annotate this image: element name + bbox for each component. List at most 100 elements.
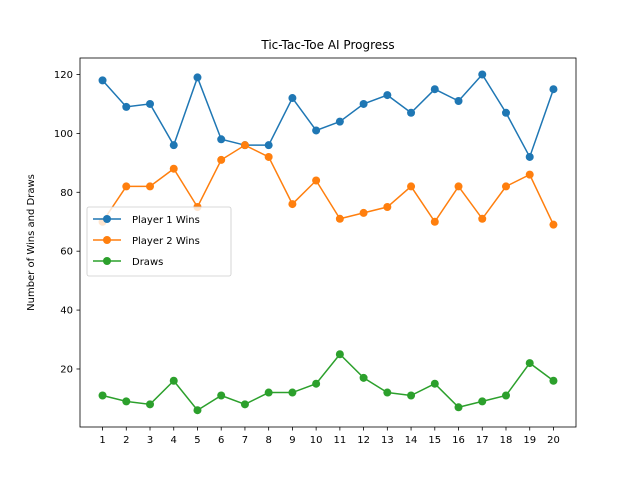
data-point [430, 379, 439, 388]
data-point [525, 359, 534, 368]
data-point [383, 91, 392, 100]
x-tick-label: 2 [123, 435, 129, 446]
y-tick-label: 20 [60, 364, 73, 375]
series-draws [98, 350, 558, 415]
x-tick-label: 9 [289, 435, 295, 446]
data-point [501, 182, 510, 191]
plot-frame [79, 57, 577, 428]
x-tick-label: 20 [547, 435, 560, 446]
x-tick-label: 19 [523, 435, 536, 446]
y-axis-ticks: 20 40 60 80 100 120 [54, 70, 80, 375]
data-point [122, 397, 131, 406]
x-tick-label: 11 [333, 435, 346, 446]
data-point [217, 391, 226, 400]
data-point [454, 403, 463, 412]
data-point [335, 350, 344, 359]
x-tick-label: 17 [476, 435, 489, 446]
x-tick-label: 4 [171, 435, 177, 446]
x-tick-label: 7 [242, 435, 248, 446]
data-point [335, 117, 344, 126]
data-point [146, 182, 155, 191]
data-point [430, 217, 439, 226]
data-point [193, 73, 202, 82]
data-point [169, 164, 178, 173]
x-tick-label: 18 [500, 435, 513, 446]
data-point [240, 400, 249, 409]
data-point [501, 391, 510, 400]
data-point [549, 85, 558, 94]
x-tick-label: 5 [194, 435, 200, 446]
data-point [98, 391, 107, 400]
legend-frame [86, 206, 232, 277]
data-point [98, 76, 107, 85]
data-point [217, 135, 226, 144]
data-point [478, 70, 487, 79]
data-point [407, 391, 416, 400]
data-point [122, 182, 131, 191]
data-point [312, 379, 321, 388]
data-point [264, 141, 273, 150]
data-point [193, 406, 202, 415]
data-point [240, 141, 249, 150]
x-tick-label: 16 [452, 435, 465, 446]
series-player-1-wins [98, 70, 558, 161]
series-line [102, 353, 554, 412]
data-point [430, 85, 439, 94]
data-point [169, 141, 178, 150]
series-line [101, 73, 555, 159]
data-point [501, 108, 510, 117]
data-point [122, 102, 131, 111]
data-point [454, 182, 463, 191]
data-point [359, 373, 368, 382]
data-point [454, 96, 463, 105]
data-point [407, 182, 416, 191]
data-point [478, 397, 487, 406]
data-point [264, 152, 273, 161]
data-point [407, 108, 416, 117]
series-line [101, 144, 555, 226]
data-point [146, 99, 155, 108]
x-tick-label: 13 [381, 435, 394, 446]
x-tick-label: 8 [265, 435, 271, 446]
data-point [359, 208, 368, 217]
y-tick-label: 60 [60, 247, 73, 258]
data-point [288, 200, 297, 209]
x-tick-label: 10 [310, 435, 323, 446]
x-tick-label: 6 [218, 435, 224, 446]
data-point [478, 214, 487, 223]
y-tick-label: 40 [60, 306, 73, 317]
legend-marker [103, 257, 111, 265]
y-tick-label: 100 [54, 129, 73, 140]
x-tick-label: 12 [357, 435, 370, 446]
data-point [264, 388, 273, 397]
x-tick-label: 14 [405, 435, 418, 446]
data-point [288, 388, 297, 397]
legend-marker [103, 215, 111, 223]
data-point [146, 400, 155, 409]
legend-label: Player 1 Wins [132, 215, 200, 226]
data-point [359, 99, 368, 108]
legend-label: Draws [132, 257, 163, 268]
chart-title: Tic-Tac-Toe AI Progress [260, 38, 394, 52]
x-tick-label: 3 [147, 435, 153, 446]
data-point [335, 214, 344, 223]
data-point [383, 388, 392, 397]
x-tick-label: 15 [428, 435, 441, 446]
data-point [549, 376, 558, 385]
y-tick-label: 80 [60, 188, 73, 199]
legend-label: Player 2 Wins [132, 236, 200, 247]
data-point [217, 155, 226, 164]
data-point [383, 203, 392, 212]
data-point [288, 94, 297, 103]
legend-marker [103, 236, 111, 244]
y-tick-label: 120 [54, 70, 73, 81]
legend: Player 1 Wins Player 2 Wins Draws [86, 206, 232, 277]
x-axis-ticks: 1 2 3 4 5 6 7 8 9 10 11 12 13 14 15 16 17 18 19 20 [99, 427, 560, 446]
data-point [312, 176, 321, 185]
data-point [169, 376, 178, 385]
data-point [549, 220, 558, 229]
data-point [525, 152, 534, 161]
x-tick-label: 1 [99, 435, 105, 446]
data-point [525, 170, 534, 179]
